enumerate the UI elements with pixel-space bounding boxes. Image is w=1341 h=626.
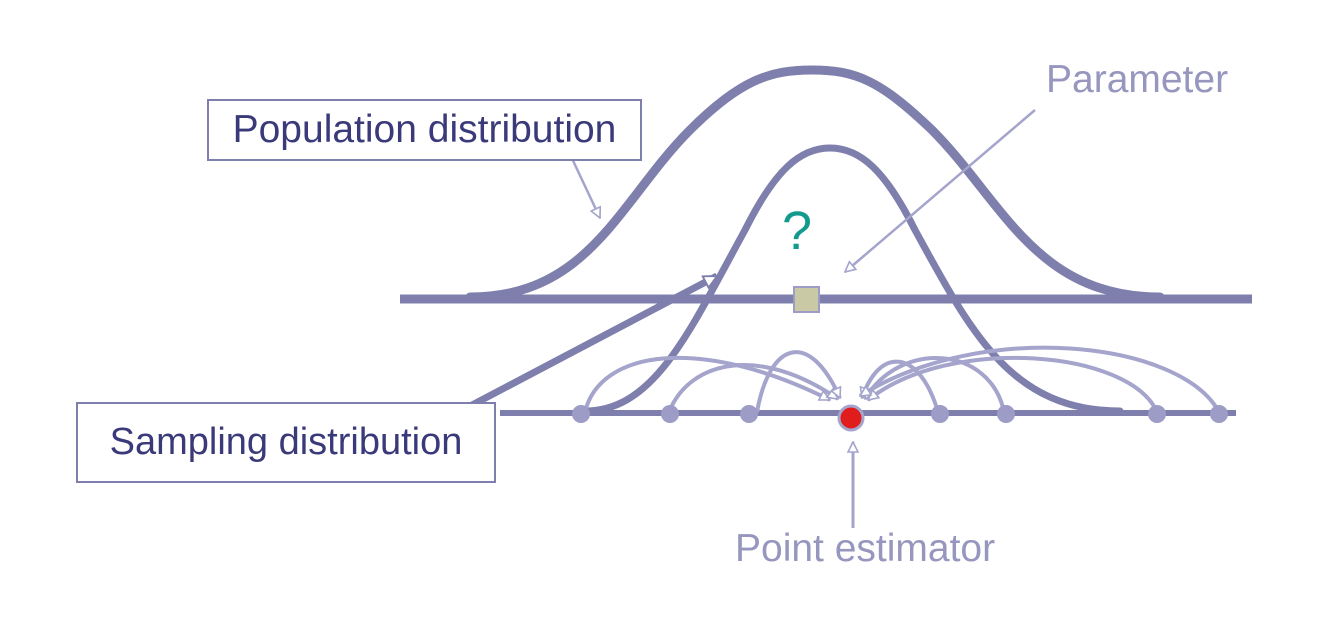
parameter-label: Parameter: [1046, 58, 1229, 101]
sampling-pointer-arrow: [436, 272, 717, 427]
parameter-marker: [793, 286, 820, 313]
sample-arrow: [860, 345, 1221, 413]
point-estimator-marker: [837, 404, 865, 432]
sampling-distribution-label: Sampling distribution: [76, 402, 496, 483]
sample-arrow: [755, 350, 842, 413]
sample-point: [572, 405, 590, 423]
sample-arrows: [583, 345, 1221, 413]
sampling-curve: [581, 144, 1124, 415]
point-estimator-label: Point estimator: [735, 527, 996, 570]
sample-point: [661, 405, 679, 423]
sample-arrow: [868, 355, 1159, 413]
population-distribution-label: Population distribution: [207, 99, 642, 161]
sample-point: [1210, 405, 1228, 423]
population-curve: [465, 65, 1165, 302]
sample-arrow: [862, 359, 940, 413]
sample-point: [1148, 405, 1166, 423]
sample-arrow: [863, 356, 1006, 413]
sample-point: [740, 405, 758, 423]
sample-arrow: [583, 355, 830, 413]
population-pointer-arrow: [566, 149, 602, 218]
sample-arrow: [667, 363, 838, 413]
sample-points: [572, 405, 1228, 423]
unknown-parameter-mark: ?: [782, 201, 813, 261]
parameter-pointer-arrow: [845, 109, 1036, 272]
sample-point: [931, 405, 949, 423]
sample-point: [997, 405, 1015, 423]
